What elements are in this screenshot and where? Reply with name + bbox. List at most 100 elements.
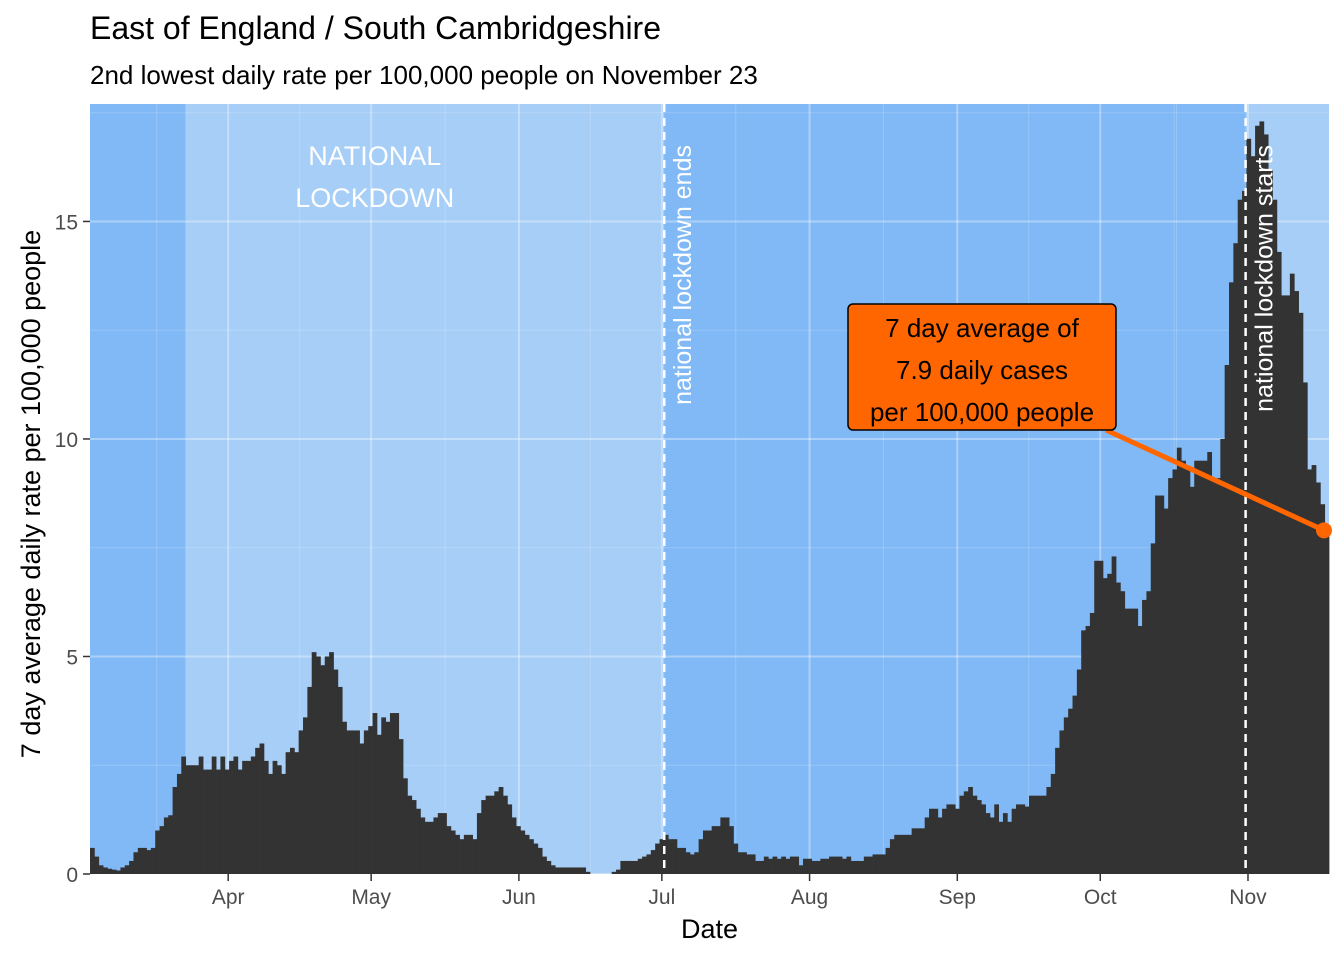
bar [224,769,230,874]
bar [889,839,895,874]
bar [1002,813,1008,874]
x-tick-label: Sep [939,886,976,909]
bar [389,713,395,874]
bar [246,760,252,874]
bar [155,830,160,874]
bar [811,860,817,874]
bar [1115,582,1121,874]
bar [1137,626,1143,874]
bar [168,815,173,874]
bar [746,854,752,874]
bar [233,756,239,874]
bar [455,834,460,874]
reference-line-label-2: national lockdown starts [1251,145,1279,412]
bar [559,867,565,874]
bar [1268,169,1273,874]
bar [1211,478,1217,874]
bar [929,808,934,874]
annotation-text-line: per 100,000 people [870,397,1094,427]
bar [1085,626,1091,874]
x-tick-label: Jun [502,886,536,909]
bar [403,778,408,874]
bar [972,795,978,874]
bar [1320,504,1326,874]
bar [376,734,382,874]
chart-subtitle: 2nd lowest daily rate per 100,000 people… [90,60,758,90]
bar [333,669,339,874]
bar [489,795,495,874]
bar [985,813,991,874]
bar [1098,560,1104,874]
bar [568,867,573,874]
x-tick-label: Oct [1084,886,1117,909]
bar [103,867,108,874]
bar [576,867,582,874]
bar [303,717,308,874]
bar [481,800,487,874]
lockdown-region-label-line: LOCKDOWN [295,183,454,213]
bar [1015,804,1021,874]
bar [868,856,873,874]
bar [1281,295,1286,874]
bar [968,786,973,874]
bar [237,769,243,874]
bar [1068,708,1073,874]
bar [433,817,439,874]
bar [311,652,317,874]
bar [1237,199,1243,874]
bar [942,808,947,874]
bar [546,860,552,874]
bar [207,769,213,874]
bar [1220,438,1226,874]
bar [937,817,943,874]
x-tick-label: Apr [212,886,245,909]
bar [1259,121,1265,874]
bar [442,813,447,874]
bar [676,847,682,874]
bar [1246,138,1252,875]
bar [98,865,104,874]
bar [289,747,295,874]
annotation-box [847,303,1117,431]
bar [285,752,291,874]
bar [398,739,404,874]
bar [776,858,782,874]
bar [650,850,656,874]
bar [450,830,456,874]
bar [385,721,391,874]
bar [798,865,804,874]
annotation-point [1316,522,1332,539]
bar [1107,573,1113,874]
bar [1072,695,1078,874]
bar [846,856,852,874]
bar [159,826,165,874]
bar [524,834,530,874]
bar [685,852,691,874]
bar [529,839,534,874]
bar [194,765,200,874]
bar [720,817,726,874]
bar [185,765,191,874]
bar [324,656,330,874]
bar [872,854,878,874]
x-tick-label: Nov [1229,886,1267,909]
bar [624,860,630,874]
bar [1298,312,1304,874]
bar [507,804,513,874]
bar [885,847,891,874]
bar [259,743,265,874]
bar [755,860,760,874]
bar [711,826,717,874]
bar [542,856,547,874]
bar [1033,795,1039,874]
bar [1181,460,1186,874]
bar [1142,599,1147,874]
annotation-text-line: 7.9 daily cases [896,355,1068,385]
bar [416,808,421,874]
bar [1163,508,1169,874]
bar [802,858,808,874]
bar [550,865,556,874]
bar [1129,608,1134,874]
bar [137,847,143,874]
